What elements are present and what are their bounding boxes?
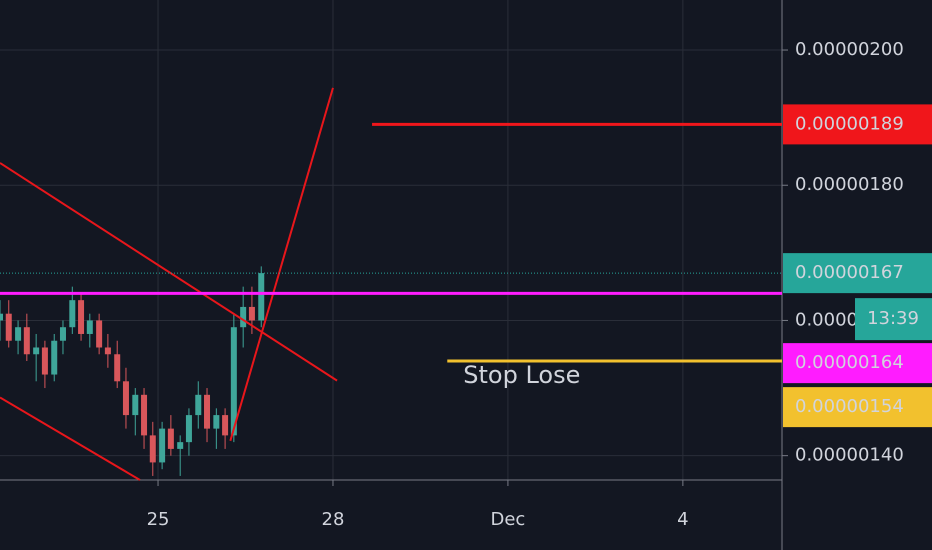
- candle-body: [258, 273, 265, 321]
- candle-body: [122, 381, 129, 416]
- candle-body: [159, 428, 166, 463]
- candle-body: [41, 347, 48, 375]
- price-label-box: [783, 387, 932, 428]
- price-label-box: [783, 343, 932, 384]
- y-tick-label: 0.00000180: [795, 174, 904, 195]
- countdown: 13:39: [867, 308, 919, 329]
- candle-body: [78, 300, 85, 334]
- candle-body: [149, 435, 156, 463]
- candle-body: [96, 320, 103, 348]
- x-tick-label: 28: [322, 509, 345, 530]
- candle-body: [177, 442, 184, 449]
- candle-body: [240, 306, 247, 328]
- candle-body: [15, 327, 22, 341]
- price-label: 0.00000164: [795, 352, 904, 373]
- candle-body: [33, 347, 40, 355]
- candle-body: [104, 347, 111, 355]
- candle-body: [195, 394, 202, 416]
- candle-body: [0, 313, 3, 321]
- candle-body: [132, 394, 139, 416]
- x-tick-label: 4: [677, 509, 688, 530]
- y-tick-label: 0.00000140: [795, 445, 904, 466]
- price-label-box: [783, 104, 932, 145]
- x-tick-label: Dec: [490, 509, 525, 530]
- candle-body: [230, 327, 237, 436]
- candle-body: [185, 415, 192, 443]
- trend-line: [229, 87, 334, 442]
- candle-body: [5, 313, 12, 341]
- trend-line: [0, 396, 141, 481]
- candle-body: [204, 394, 211, 429]
- candle-body: [86, 320, 93, 334]
- y-tick-label: 0.00000200: [795, 39, 904, 60]
- price-label: 0.00000189: [795, 113, 904, 134]
- x-tick-label: 25: [147, 509, 170, 530]
- candle-body: [59, 327, 66, 341]
- candle-body: [141, 394, 148, 436]
- price-label: 0.00000167: [795, 262, 904, 283]
- candle-body: [167, 428, 174, 449]
- annotation: Stop Lose: [463, 361, 580, 389]
- countdown-box: [855, 298, 932, 341]
- trend-line: [0, 162, 338, 382]
- candle-body: [213, 415, 220, 429]
- price-label: 0.00000154: [795, 396, 904, 417]
- candle-body: [222, 415, 229, 436]
- candle-body: [248, 306, 255, 321]
- candle-body: [51, 340, 58, 375]
- candle-body: [69, 300, 76, 328]
- candle-body: [23, 327, 30, 355]
- candle-body: [114, 354, 121, 382]
- price-label-box: [783, 253, 932, 294]
